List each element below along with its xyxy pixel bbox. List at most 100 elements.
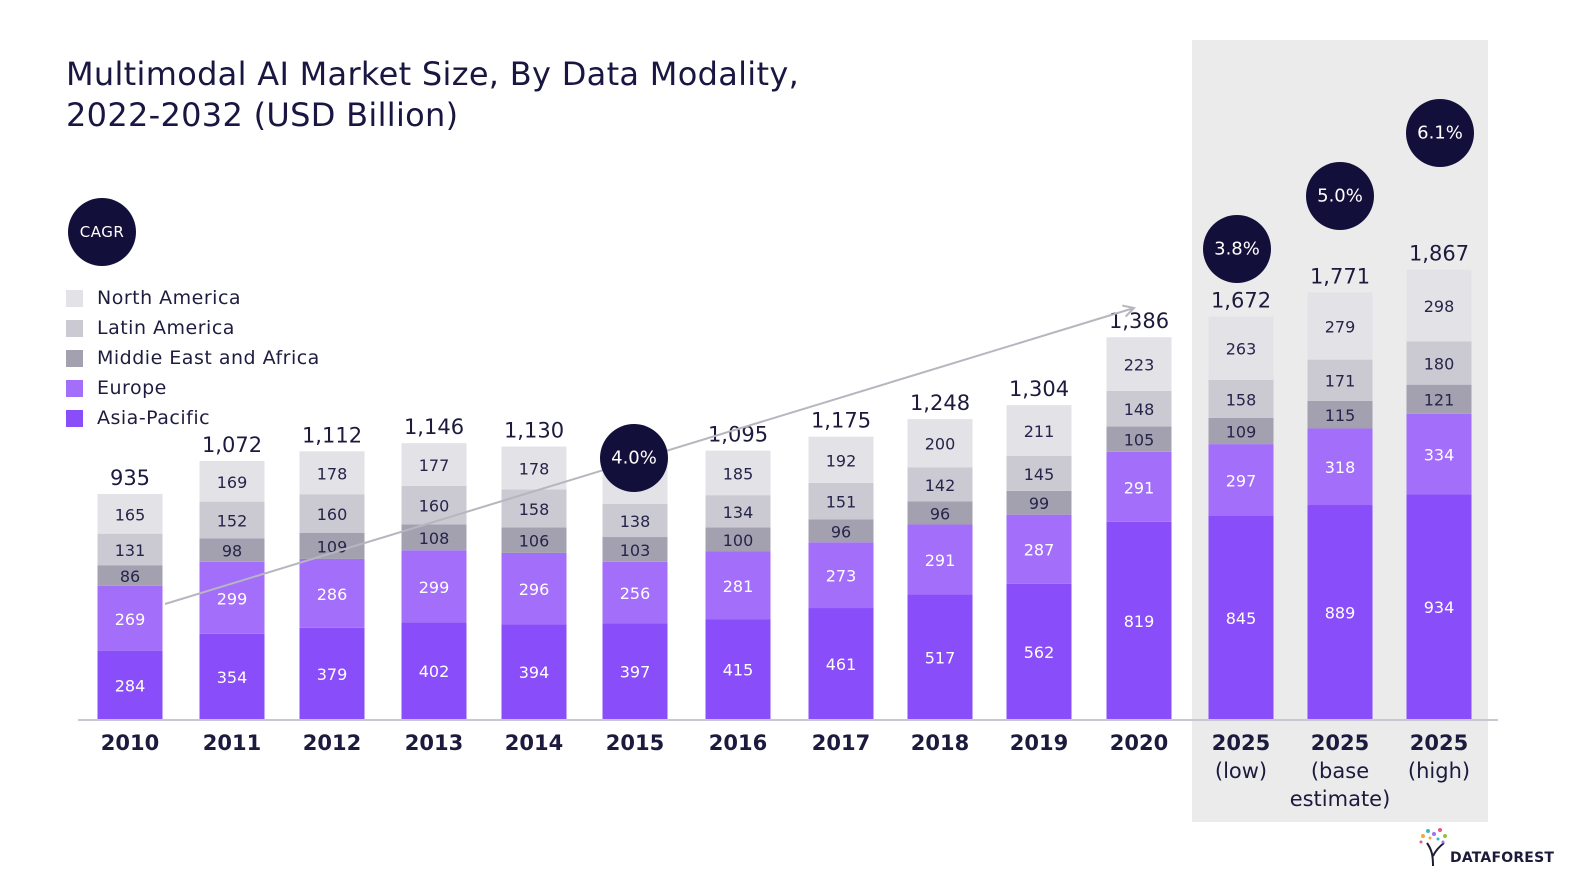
bar-segment-label: 100 (723, 531, 754, 550)
bar-segment-label: 299 (419, 578, 450, 597)
bar-segment-label: 379 (317, 665, 348, 684)
bar-segment (1406, 413, 1472, 495)
x-tick-label: 2025 (1311, 731, 1369, 755)
bar-total-label: 1,072 (202, 433, 262, 457)
x-tick-sublabel: (base (1311, 759, 1369, 783)
bar-segment (1307, 428, 1373, 506)
bar-segment (401, 485, 467, 525)
trend-arrowhead (1122, 304, 1136, 318)
legend-item-asia-pacific: Asia-Pacific (66, 403, 320, 433)
bar-total-label: 935 (110, 466, 150, 490)
bar-segment (1208, 444, 1274, 516)
bar-segment (97, 533, 163, 566)
bar-segment (1208, 316, 1274, 380)
bar-segment (1406, 494, 1472, 719)
x-tick-label: 2019 (1010, 731, 1068, 755)
bar-segment (1208, 515, 1274, 719)
x-tick-label: 2025 (1212, 731, 1270, 755)
legend-swatch-europe (66, 379, 83, 397)
bar-segment-label: 158 (1226, 390, 1257, 409)
cagr-badge (1203, 215, 1271, 283)
bar-segment (808, 436, 874, 483)
bar-segment-label: 105 (1124, 431, 1155, 450)
dataforest-logo: DATAFOREST (1418, 826, 1554, 866)
bar-segment (602, 537, 668, 562)
tree-logo-icon (1419, 828, 1447, 866)
x-tick-label: 2020 (1110, 731, 1168, 755)
legend-swatch-middle-east-africa (66, 349, 83, 367)
bar-segment (1006, 455, 1072, 491)
bar-segment-label: 169 (217, 473, 248, 492)
bar-segment-label: 106 (519, 532, 550, 551)
bar-segment-label: 296 (519, 580, 550, 599)
bar-segment (1208, 379, 1274, 418)
bar-segment (907, 594, 973, 719)
bar-segment (199, 501, 265, 539)
bar-segment-label: 148 (1124, 400, 1155, 419)
bar-segment (1406, 341, 1472, 385)
bar-segment-label: 180 (1424, 355, 1455, 374)
bar-segment (501, 552, 567, 625)
bar-segment (602, 561, 668, 624)
bar-segment-label: 263 (1226, 340, 1257, 359)
bar-segment (199, 538, 265, 562)
bar-segment-label: 131 (115, 541, 146, 560)
bar-segment (1307, 292, 1373, 360)
bar-segment-label: 158 (519, 500, 550, 519)
x-tick-label: 2016 (709, 731, 767, 755)
bar-segment-label: 279 (1325, 318, 1356, 337)
x-tick-sublabel: estimate) (1290, 787, 1391, 811)
bar-segment-label: 98 (222, 542, 242, 561)
bar-segment-label: 103 (620, 541, 651, 560)
bar-segment-label: 134 (723, 503, 754, 522)
bar-total-label: 1,248 (910, 391, 970, 415)
bar-segment (808, 542, 874, 609)
bar-total-label: 1,146 (404, 415, 464, 439)
bar-segment (299, 494, 365, 533)
bar-segment-label: 461 (826, 655, 857, 674)
bar-segment (1106, 337, 1172, 391)
bar-segment (1307, 505, 1373, 719)
bar-segment-label: 889 (1325, 604, 1356, 623)
bar-segment-label: 299 (217, 589, 248, 608)
bar-segment-label: 185 (723, 464, 754, 483)
bar-segment (199, 561, 265, 634)
bar-segment-label: 269 (115, 610, 146, 629)
bar-segment-label: 142 (925, 476, 956, 495)
bar-segment-label: 415 (723, 661, 754, 680)
legend-label: Latin America (97, 317, 235, 339)
bar-segment (1006, 405, 1072, 456)
bar-segment (907, 467, 973, 502)
bar-segment-label: 562 (1024, 643, 1055, 662)
legend-swatch-north-america (66, 289, 83, 307)
bar-segment (97, 493, 163, 534)
bar-segment (705, 551, 771, 620)
bar-segment-label: 151 (826, 493, 857, 512)
x-tick-label: 2014 (505, 731, 563, 755)
bar-segment (97, 565, 163, 586)
bar-segment-label: 152 (217, 511, 248, 530)
bar-segment-label: 256 (620, 584, 651, 603)
bar-segment (501, 489, 567, 528)
cagr-legend-badge: CAGR (68, 198, 136, 266)
bar-total-label: 1,130 (504, 419, 564, 443)
x-tick-label: 2011 (203, 731, 261, 755)
legend-label: Middie East and Africa (97, 347, 320, 369)
bar-segment-label: 286 (317, 585, 348, 604)
bar-segment-label: 318 (1325, 458, 1356, 477)
x-tick-label: 2010 (101, 731, 159, 755)
chart-title: Multimodal AI Market Size, By Data Modal… (66, 54, 799, 136)
bar-segment (1006, 583, 1072, 719)
bar-segment (501, 446, 567, 490)
cagr-badge (600, 424, 668, 492)
bar-segment-label: 354 (217, 668, 248, 687)
bar-segment (299, 627, 365, 719)
bar-segment (907, 501, 973, 525)
bar-segment-label: 397 (620, 663, 651, 682)
legend-item-latin-america: Latin America (66, 313, 320, 343)
cagr-badge (1406, 99, 1474, 167)
bar-segment-label: 138 (620, 512, 651, 531)
x-tick-label: 2013 (405, 731, 463, 755)
bar-segment (808, 519, 874, 543)
